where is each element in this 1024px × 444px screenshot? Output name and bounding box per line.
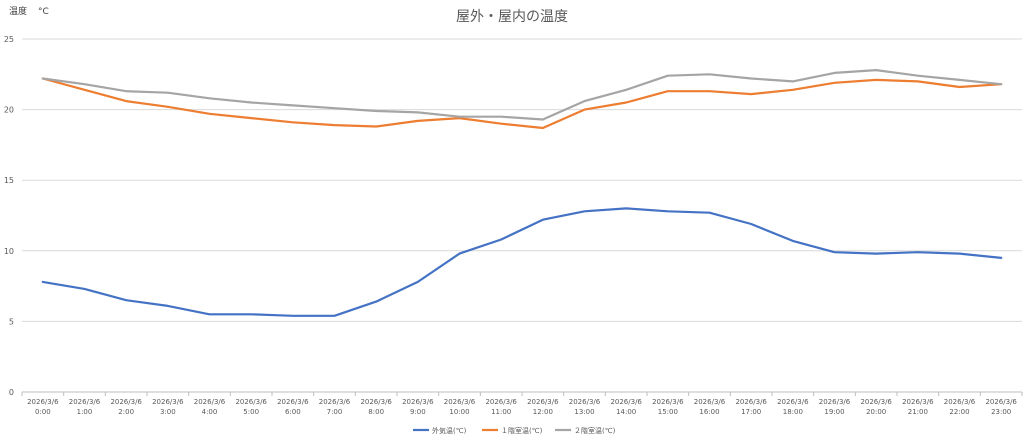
- gridlines: [22, 38, 1022, 393]
- x-tick-label: 2026/3/6 0:00: [27, 398, 59, 416]
- x-tick-label: 2026/3/6 9:00: [402, 398, 434, 416]
- x-tick-label: 2026/3/6 20:00: [860, 398, 892, 416]
- series-lines: [41, 68, 1003, 317]
- x-tick-label: 2026/3/6 18:00: [777, 398, 809, 416]
- y-tick-label: 15: [4, 176, 14, 185]
- y-axis-title: 温度: [9, 5, 27, 17]
- legend-label-2: １階室温(℃): [501, 426, 543, 435]
- y-tick-label: 20: [4, 106, 14, 115]
- legend-label-1: 外気温(℃): [432, 426, 467, 435]
- x-tick-label: 2026/3/6 16:00: [694, 398, 726, 416]
- x-tick-label: 2026/3/6 5:00: [235, 398, 267, 416]
- x-tick-label: 2026/3/6 13:00: [569, 398, 601, 416]
- x-tick-label: 2026/3/6 1:00: [69, 398, 101, 416]
- x-tick-label: 2026/3/6 7:00: [319, 398, 351, 416]
- x-tick-label: 2026/3/6 15:00: [652, 398, 684, 416]
- x-tick-label: 2026/3/6 2:00: [110, 398, 142, 416]
- x-tick-label: 2026/3/6 4:00: [194, 398, 226, 416]
- x-tick-label: 2026/3/6 11:00: [485, 398, 517, 416]
- series-line-3: [41, 68, 1003, 121]
- y-tick-label: 5: [9, 317, 14, 326]
- y-axis-ticks: 0 5 10 15 20 25: [4, 35, 14, 397]
- x-tick-label: 2026/3/6 19:00: [819, 398, 851, 416]
- x-tick-label: 2026/3/6 22:00: [944, 398, 976, 416]
- y-tick-label: 25: [4, 35, 14, 44]
- x-axis-ticks: 2026/3/6 0:00 2026/3/6 1:00 2026/3/6 2:00 2026…: [21, 392, 1023, 416]
- x-tick-label: 2026/3/6 8:00: [360, 398, 392, 416]
- x-tick-label: 2026/3/6 6:00: [277, 398, 309, 416]
- y-tick-label: 0: [9, 388, 14, 397]
- chart-title: 屋外・屋内の温度: [456, 9, 568, 25]
- x-tick-label: 2026/3/6 14:00: [610, 398, 642, 416]
- y-tick-label: 10: [4, 247, 14, 256]
- x-tick-label: 2026/3/6 10:00: [444, 398, 476, 416]
- x-tick-label: 2026/3/6 23:00: [985, 398, 1017, 416]
- legend-label-3: ２階室温(℃): [574, 426, 616, 435]
- x-tick-label: 2026/3/6 12:00: [527, 398, 559, 416]
- series-line-2: [41, 77, 1003, 130]
- x-tick-label: 2026/3/6 21:00: [902, 398, 934, 416]
- x-tick-label: 2026/3/6 17:00: [735, 398, 767, 416]
- y-axis-unit: °C: [38, 7, 49, 17]
- x-tick-label: 2026/3/6 3:00: [152, 398, 184, 416]
- legend: 外気温(℃) １階室温(℃) ２階室温(℃): [413, 426, 616, 435]
- series-line-1: [41, 207, 1003, 317]
